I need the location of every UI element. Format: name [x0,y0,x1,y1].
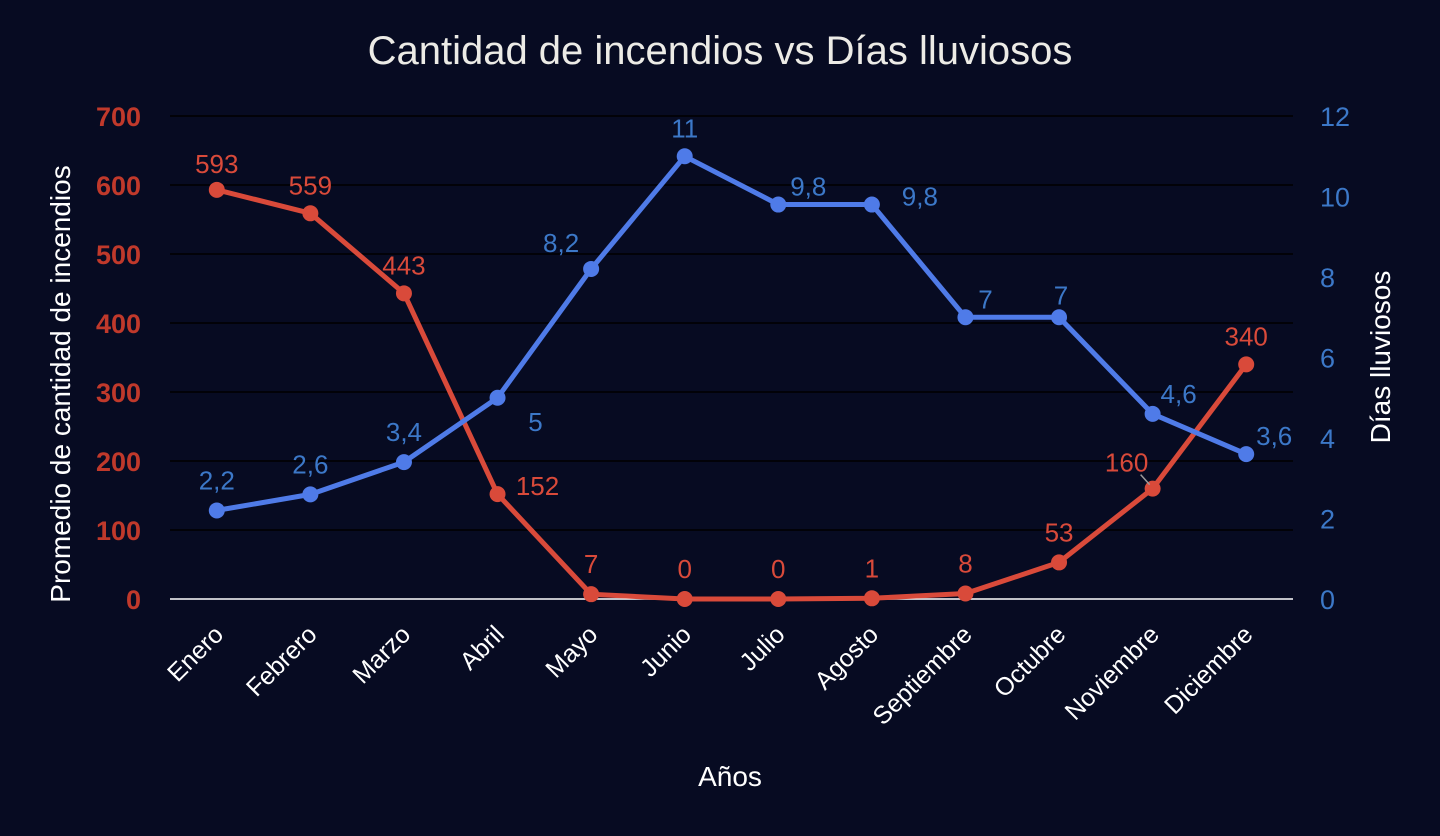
left-axis-tick-label: 0 [126,585,141,615]
fires-point [957,585,974,602]
fires-data-label: 443 [382,250,425,280]
rain-days-data-label: 2,6 [292,449,328,479]
rain-days-point [770,196,787,213]
right-axis-tick-label: 4 [1320,424,1335,454]
rain-days-point [208,502,225,519]
rain-days-point [583,260,600,277]
fires-data-label: 340 [1225,321,1268,351]
fires-point [770,591,787,607]
x-axis-tick-label: Agosto [809,620,884,695]
fires-point [489,486,506,503]
fires-point [583,586,600,603]
fires-point [1144,480,1161,497]
x-axis-ticks: Enero Febrero Marzo Abril Mayo Junio Julio Agos… [162,620,1258,730]
rain-days-point [1051,309,1068,326]
rain-days-data-label: 3,6 [1256,421,1292,451]
rain-days-data-label: 4,6 [1161,379,1197,409]
fires-data-label: 1 [865,553,879,583]
x-axis-tick-label: Diciembre [1159,620,1258,719]
left-axis-tick-label: 400 [96,309,141,339]
x-axis-tick-label: Junio [635,620,697,682]
x-axis-tick-label: Septiembre [867,620,977,730]
fires-point [676,591,693,607]
rain-days-point [489,389,506,406]
x-axis-tick-label: Julio [734,620,790,676]
x-axis-tick-label: Abril [455,620,510,675]
right-axis-tick-label: 0 [1320,585,1335,615]
left-axis-tick-label: 700 [96,102,141,132]
fires-data-label: 53 [1045,517,1074,547]
rain-days-line [214,153,1249,513]
rain-days-point [1238,446,1255,463]
rain-days-data-label: 9,8 [902,182,938,212]
rain-days-point [863,196,880,213]
fires-point [395,285,412,302]
right-axis-tick-label: 2 [1320,505,1335,535]
left-axis-tick-label: 600 [96,171,141,201]
label-leader-line [1140,474,1151,486]
right-axis-tick-label: 10 [1320,183,1350,213]
chart-title: Cantidad de incendios vs Días lluviosos [368,29,1073,73]
rain-days-point [302,486,319,503]
rain-days-data-label: 2,2 [199,465,235,495]
fires-line [214,187,1249,602]
rain-days-data-label: 7 [978,284,992,314]
x-axis-tick-label: Febrero [241,620,323,702]
rain-days-data-label: 5 [528,407,542,437]
fires-data-label: 7 [584,549,598,579]
fires-data-label: 152 [516,471,559,501]
fires-data-label: 160 [1105,448,1148,478]
data-labels-layer: 593 559 443 152 7 0 0 1 8 53 160 340 2,2 2,6 3,4 5 8,2 11… [195,113,1292,584]
fires-point [1051,554,1068,571]
right-axis-title: Días lluviosos [1365,271,1396,444]
x-axis-title: Años [698,761,762,792]
rain-days-data-label: 9,8 [790,172,826,202]
fires-point [302,205,319,222]
x-axis-tick-label: Noviembre [1060,620,1165,725]
fires-point [1238,356,1255,373]
rain-days-data-label: 3,4 [386,417,422,447]
x-axis-tick-label: Octubre [989,620,1072,703]
fires-data-label: 559 [289,170,332,200]
left-axis-tick-label: 100 [96,516,141,546]
right-axis-tick-label: 12 [1320,102,1350,132]
fires-data-label: 0 [771,554,785,584]
x-axis-tick-label: Enero [162,620,229,687]
left-axis-tick-label: 500 [96,240,141,270]
left-axis-tick-label: 300 [96,378,141,408]
fires-point [863,590,880,607]
rain-days-point [676,148,693,165]
rain-days-data-label: 8,2 [543,228,579,258]
fires-data-label: 0 [677,554,691,584]
fires-point [208,181,225,198]
rain-days-point [1144,405,1161,422]
right-axis-tick-label: 6 [1320,344,1335,374]
left-axis-title: Promedio de cantidad de incendios [45,165,76,602]
left-axis-tick-label: 200 [96,447,141,477]
x-axis-tick-label: Marzo [347,620,416,689]
rain-days-data-label: 7 [1054,280,1068,310]
rain-days-point [957,309,974,326]
fires-data-label: 593 [195,149,238,179]
right-axis-tick-label: 8 [1320,263,1335,293]
fires-data-label: 8 [958,548,972,578]
series-layer [208,148,1255,607]
gridlines [170,115,1293,600]
rain-days-point [395,454,412,471]
left-axis-ticks: 0 100 200 300 400 500 600 700 [96,102,141,615]
x-axis-tick-label: Mayo [540,620,603,683]
rain-days-data-label: 11 [671,113,698,143]
right-axis-ticks: 0 2 4 6 8 10 12 [1320,102,1350,615]
